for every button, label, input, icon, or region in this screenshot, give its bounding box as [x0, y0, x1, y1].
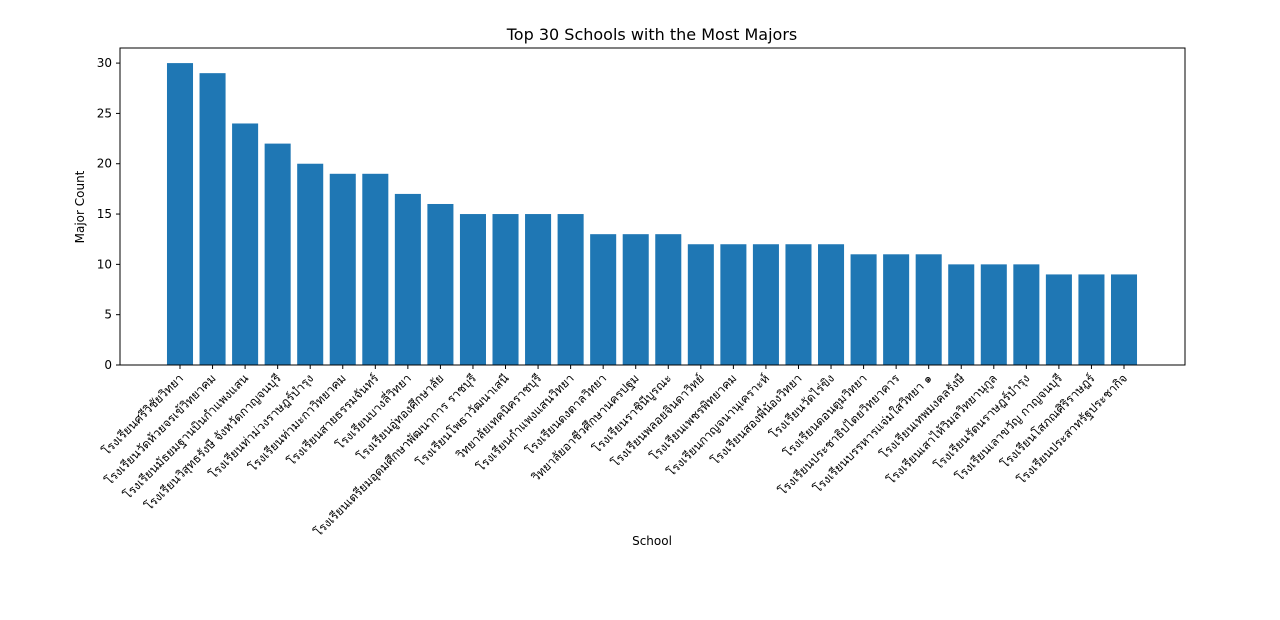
bar	[590, 234, 617, 365]
y-tick-label: 30	[97, 56, 112, 70]
bar	[720, 244, 747, 365]
bar	[264, 143, 291, 365]
bar	[362, 173, 389, 365]
bar	[459, 214, 486, 365]
y-tick-label: 25	[97, 106, 112, 120]
bar	[915, 254, 942, 365]
bar	[394, 193, 421, 365]
bar	[1045, 274, 1072, 365]
bar	[785, 244, 812, 365]
x-axis: โรงเรียนศรีวิชัยวิทยาโรงเรียนวัดห้วยจรเข…	[99, 365, 1130, 540]
bar	[948, 264, 975, 365]
y-tick-label: 5	[104, 308, 112, 322]
bar	[297, 163, 324, 365]
bar	[818, 244, 845, 365]
bar	[199, 73, 226, 366]
plot-frame	[119, 47, 1186, 366]
bar	[655, 234, 682, 365]
bar	[687, 244, 714, 365]
y-tick-label: 20	[97, 157, 112, 171]
x-tick-label: โรงเรียนมัธยมฐานบินกำแพงแสน	[121, 371, 252, 502]
y-axis: 0 5 10 15 20 25 30	[97, 56, 120, 372]
bar	[525, 214, 552, 365]
bar	[1013, 264, 1040, 365]
bar	[1110, 274, 1138, 365]
chart-title: Top 30 Schools with the Most Majors	[506, 25, 798, 44]
bar	[622, 234, 649, 365]
bar	[1078, 274, 1105, 365]
bar	[329, 173, 356, 365]
y-axis-label: Major Count	[73, 170, 87, 243]
bar	[850, 254, 877, 365]
bar	[166, 63, 194, 365]
x-axis-label: School	[632, 534, 672, 548]
bar	[980, 264, 1007, 365]
y-tick-label: 15	[97, 207, 112, 221]
bar	[492, 214, 519, 365]
bar	[752, 244, 779, 365]
bar	[557, 214, 584, 365]
y-tick-label: 0	[104, 358, 112, 372]
y-tick-label: 10	[97, 257, 112, 271]
bar	[427, 203, 454, 365]
bar	[883, 254, 910, 365]
bar	[232, 123, 259, 365]
bars-group	[166, 63, 1138, 366]
